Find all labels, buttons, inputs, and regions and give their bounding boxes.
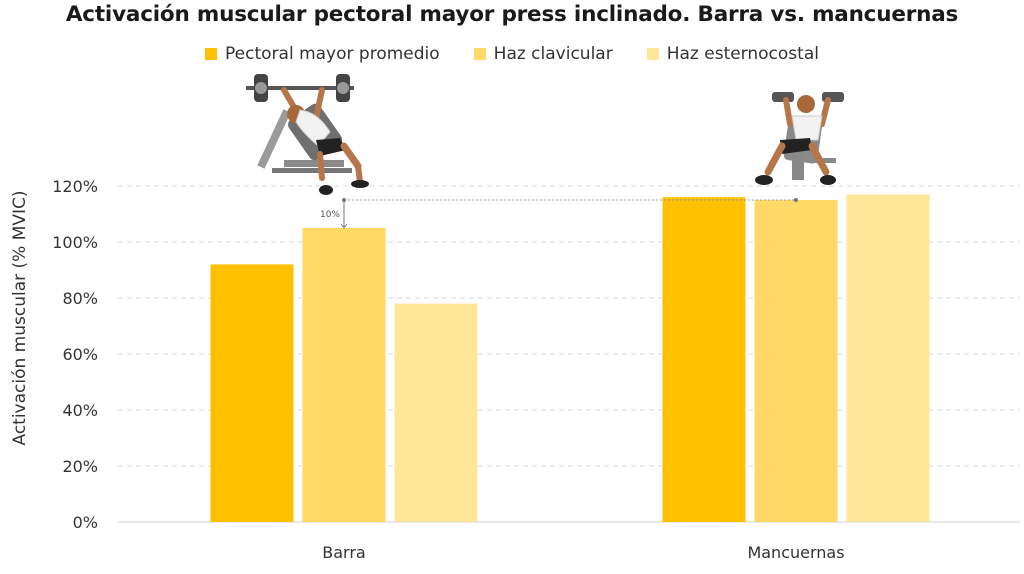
y-tick-label: 120% — [52, 177, 98, 196]
x-axis-categories: Barra Mancuernas — [322, 543, 844, 562]
y-tick-label: 80% — [62, 289, 98, 308]
chart-title: Activación muscular pectoral mayor press… — [65, 2, 959, 27]
legend-item-haz-esternocostal: Haz esternocostal — [646, 44, 819, 64]
legend-item-haz-clavicular: Haz clavicular — [473, 44, 613, 64]
y-axis-ticks: 0% 20% 40% 60% 80% 100% 120% — [52, 177, 98, 532]
bars — [210, 194, 930, 522]
bar-mancuernas-pectoral-mayor-promedio — [662, 197, 746, 522]
x-category-label-barra: Barra — [322, 543, 365, 562]
y-tick-label: 20% — [62, 457, 98, 476]
legend-swatch-pectoral-mayor — [205, 48, 218, 60]
barbell-press-illustration — [246, 74, 369, 195]
y-tick-label: 60% — [62, 345, 98, 364]
legend-label-haz-clavicular: Haz clavicular — [493, 44, 613, 64]
annotation-dot-end — [794, 198, 798, 202]
legend-label-haz-esternocostal: Haz esternocostal — [666, 44, 819, 64]
legend-label-pectoral-mayor: Pectoral mayor promedio — [225, 44, 440, 64]
y-tick-label: 100% — [52, 233, 98, 252]
difference-annotation: 10% — [320, 198, 798, 229]
x-category-label-mancuernas: Mancuernas — [747, 543, 844, 562]
legend-swatch-haz-clavicular — [473, 48, 486, 60]
dumbbell-press-illustration — [755, 92, 844, 185]
annotation-label: 10% — [320, 210, 340, 220]
y-tick-label: 40% — [62, 401, 98, 420]
y-axis-label: Activación muscular (% MVIC) — [10, 190, 30, 445]
bar-barra-pectoral-mayor-promedio — [210, 264, 294, 522]
legend-item-pectoral-mayor: Pectoral mayor promedio — [205, 44, 440, 64]
y-tick-label: 0% — [73, 513, 98, 532]
bar-barra-haz-clavicular — [302, 228, 386, 522]
bar-mancuernas-haz-esternocostal — [846, 194, 930, 522]
legend-swatch-haz-esternocostal — [646, 48, 659, 60]
bar-barra-haz-esternocostal — [394, 303, 478, 522]
legend: Pectoral mayor promedio Haz clavicular H… — [0, 44, 1024, 64]
annotation-arrowhead — [340, 223, 348, 229]
bar-mancuernas-haz-clavicular — [754, 200, 838, 522]
